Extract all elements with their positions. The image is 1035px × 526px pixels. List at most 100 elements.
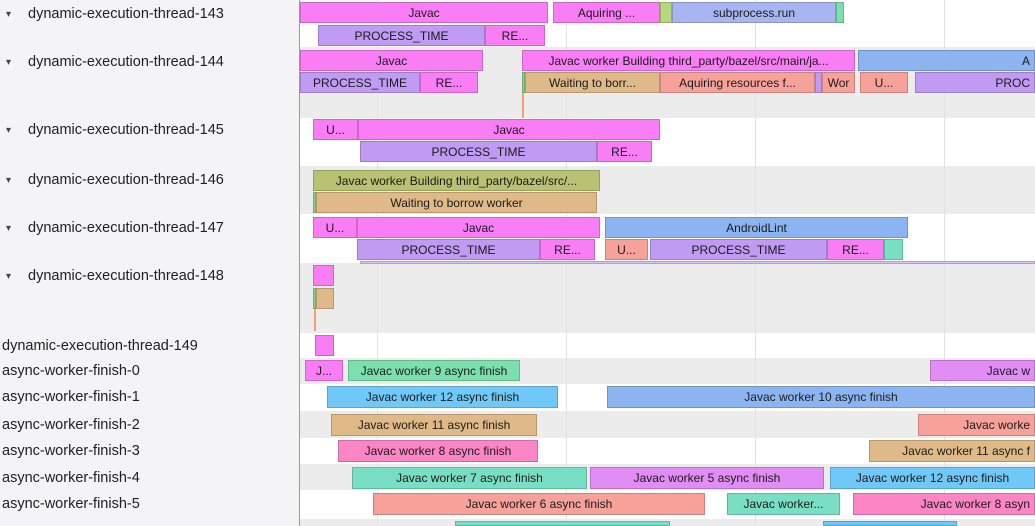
trace-slice[interactable]: Javac worker 5 async finish xyxy=(590,467,824,489)
trace-slice[interactable] xyxy=(836,2,844,23)
trace-slice[interactable]: J... xyxy=(305,360,343,381)
trace-slice[interactable]: Javac worker Building third_party/bazel/… xyxy=(522,50,855,71)
trace-slice[interactable]: Javac xyxy=(300,2,548,23)
trace-slice[interactable]: RE... xyxy=(420,72,478,93)
thread-row-label[interactable]: async-worker-finish-0 xyxy=(0,361,140,381)
thread-row-label[interactable]: async-worker-finish-5 xyxy=(0,494,140,514)
trace-slice[interactable]: U... xyxy=(313,217,357,238)
thread-row-label[interactable]: ▾ dynamic-execution-thread-147 xyxy=(0,218,224,238)
trace-slice[interactable] xyxy=(823,521,957,526)
collapse-triangle-icon[interactable]: ▾ xyxy=(6,222,12,234)
collapse-triangle-icon[interactable]: ▾ xyxy=(6,124,12,136)
trace-slice[interactable]: Javac worker 11 async f xyxy=(869,440,1035,462)
trace-slice[interactable]: Javac xyxy=(357,217,600,238)
trace-slice-label: subprocess.run xyxy=(712,5,796,20)
trace-slice[interactable]: RE... xyxy=(540,239,595,260)
trace-slice[interactable]: Javac worker 9 async finish xyxy=(348,360,520,381)
trace-slice[interactable]: PROCESS_TIME xyxy=(650,239,827,260)
trace-slice[interactable]: Javac xyxy=(358,119,660,140)
instant-event-tick[interactable] xyxy=(314,309,316,331)
trace-slice[interactable] xyxy=(360,261,1035,264)
trace-slice[interactable]: Aquiring resources f... xyxy=(660,72,815,93)
trace-slice-label: U... xyxy=(617,242,636,257)
trace-slice[interactable]: Waiting to borr... xyxy=(525,72,660,93)
trace-slice[interactable]: A xyxy=(858,50,1035,71)
trace-slice[interactable]: Javac w xyxy=(930,360,1035,381)
trace-slice[interactable]: Javac worker 6 async finish xyxy=(373,493,705,515)
trace-slice[interactable] xyxy=(815,72,822,93)
thread-name: async-worker-finish-4 xyxy=(2,470,140,486)
trace-slice[interactable]: Javac worker 7 async finish xyxy=(352,467,587,489)
trace-slice-label: Javac xyxy=(408,5,440,20)
trace-slice[interactable]: Javac worker 10 async finish xyxy=(607,386,1035,408)
trace-slice[interactable]: RE... xyxy=(827,239,884,260)
trace-slice[interactable]: PROC xyxy=(915,72,1035,93)
thread-row-label[interactable]: async-worker-finish-3 xyxy=(0,441,140,461)
collapse-triangle-icon[interactable]: ▾ xyxy=(6,8,12,20)
thread-row-label[interactable]: async-worker-finish-4 xyxy=(0,468,140,488)
thread-row-label[interactable]: ▾ dynamic-execution-thread-148 xyxy=(0,266,224,286)
collapse-triangle-icon[interactable]: ▾ xyxy=(6,270,12,282)
trace-slice-label: RE... xyxy=(611,144,638,159)
trace-slice-label: PROCESS_TIME xyxy=(354,28,449,43)
trace-slice[interactable]: RE... xyxy=(485,25,545,46)
thread-row-label[interactable]: ▾ dynamic-execution-thread-144 xyxy=(0,52,224,72)
trace-slice-label: Javac worker 9 async finish xyxy=(360,363,508,378)
trace-slice[interactable] xyxy=(884,239,903,260)
trace-slice[interactable]: Javac worker 11 async finish xyxy=(331,414,537,436)
trace-slice[interactable]: U... xyxy=(605,239,648,260)
thread-row-label[interactable]: dynamic-execution-thread-149 xyxy=(0,336,198,356)
trace-slice-label: U... xyxy=(326,122,345,137)
trace-slice[interactable]: PROCESS_TIME xyxy=(300,72,420,93)
thread-row-label[interactable]: ▾ dynamic-execution-thread-146 xyxy=(0,170,224,190)
trace-slice-label: Javac w xyxy=(986,363,1030,378)
trace-slice[interactable]: Javac worker 12 async finish xyxy=(327,386,558,408)
trace-slice[interactable]: Javac xyxy=(300,50,483,71)
trace-slice[interactable] xyxy=(315,335,334,356)
trace-slice-label: Waiting to borr... xyxy=(549,75,636,90)
trace-slice[interactable] xyxy=(313,192,316,213)
trace-slice[interactable]: PROCESS_TIME xyxy=(318,25,485,46)
trace-slice-label: Javac worker Building third_party/bazel/… xyxy=(548,53,829,68)
trace-slice[interactable]: Javac worker 8 async finish xyxy=(338,440,538,462)
thread-row-label[interactable]: async-worker-finish-2 xyxy=(0,415,140,435)
trace-slice-label: Javac worker Building third_party/bazel/… xyxy=(335,173,578,188)
trace-slice[interactable]: U... xyxy=(860,72,908,93)
trace-slice[interactable]: subprocess.run xyxy=(672,2,836,23)
trace-slice[interactable] xyxy=(522,72,525,93)
trace-slice-label: Javac worker 8 async finish xyxy=(364,444,512,458)
collapse-triangle-icon[interactable]: ▾ xyxy=(6,56,12,68)
thread-row-label[interactable]: ▾ dynamic-execution-thread-145 xyxy=(0,120,224,140)
thread-row-label[interactable]: ▾ dynamic-execution-thread-143 xyxy=(0,4,224,24)
trace-slice[interactable]: Waiting to borrow worker xyxy=(316,192,597,213)
trace-slice[interactable]: PROCESS_TIME xyxy=(360,141,597,162)
trace-slice-label: AndroidLint xyxy=(726,220,787,235)
trace-slice[interactable] xyxy=(660,2,672,23)
trace-slice[interactable]: PROCESS_TIME xyxy=(357,239,540,260)
collapse-triangle-icon[interactable]: ▾ xyxy=(6,174,12,186)
instant-event-tick[interactable] xyxy=(522,93,524,118)
trace-slice[interactable]: RE... xyxy=(597,141,652,162)
trace-slice-label: Javac worker 11 async finish xyxy=(357,418,511,432)
trace-slice[interactable]: Javac worker... xyxy=(727,493,840,515)
trace-slice[interactable]: Javac worke xyxy=(918,414,1035,436)
trace-slice[interactable] xyxy=(313,265,334,286)
thread-row-label[interactable]: async-worker-finish-1 xyxy=(0,387,140,407)
trace-slice[interactable]: U... xyxy=(313,119,358,140)
trace-slice[interactable] xyxy=(455,521,670,526)
trace-slice[interactable] xyxy=(313,288,316,309)
trace-slice[interactable]: Wor xyxy=(822,72,855,93)
trace-slice[interactable] xyxy=(316,288,334,309)
thread-name: dynamic-execution-thread-145 xyxy=(28,122,224,138)
trace-slice[interactable]: Javac worker 8 asyn xyxy=(853,493,1035,515)
trace-slice[interactable]: Aquiring ... xyxy=(553,2,660,23)
trace-slice[interactable]: Javac worker 12 async finish xyxy=(830,467,1035,489)
trace-slice[interactable]: Javac worker Building third_party/bazel/… xyxy=(313,170,600,191)
trace-slice-label: PROCESS_TIME xyxy=(691,242,786,257)
thread-name: dynamic-execution-thread-148 xyxy=(28,268,224,284)
trace-slice-label: U... xyxy=(325,220,345,235)
timeline: Javac Aquiring ... subprocess.run PROCESS_T… xyxy=(300,0,1035,526)
trace-slice[interactable]: AndroidLint xyxy=(605,217,908,238)
trace-slice-label: U... xyxy=(874,75,894,90)
trace-slice-label: Javac worker 12 async finish xyxy=(855,471,1010,485)
